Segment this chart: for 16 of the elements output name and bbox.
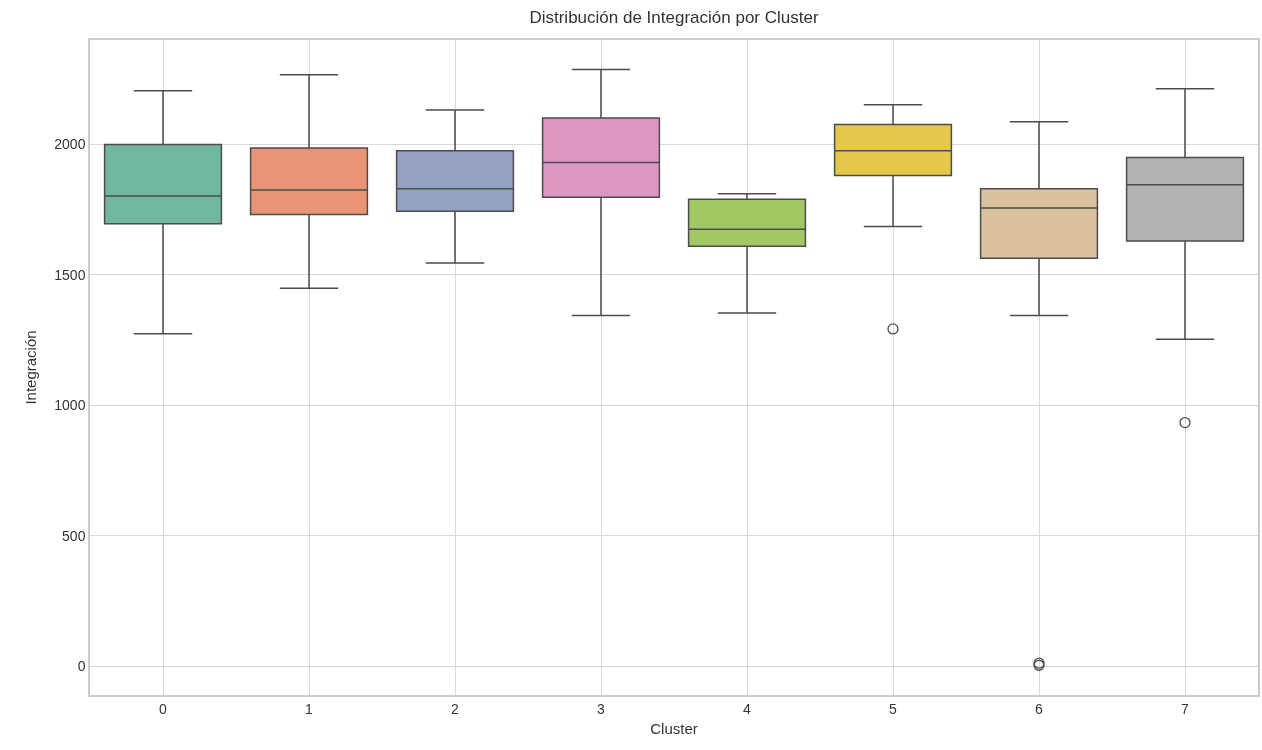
x-tick-label: 1 (305, 700, 314, 717)
x-tick-label: 6 (1035, 700, 1044, 717)
x-axis-title: Cluster (650, 720, 698, 738)
y-tick-label: 1500 (54, 266, 86, 283)
x-tick-label: 2 (451, 700, 460, 717)
x-tick-label: 4 (743, 700, 752, 717)
x-tick-label: 3 (597, 700, 606, 717)
y-tick-label: 2000 (54, 136, 86, 153)
x-tick-label: 0 (159, 700, 168, 717)
chart-title: Distribución de Integración por Cluster (529, 8, 819, 28)
x-tick-label: 5 (889, 700, 898, 717)
y-tick-label: 0 (77, 658, 86, 675)
y-axis-title: Integración (22, 330, 40, 405)
x-tick-label: 7 (1181, 700, 1190, 717)
y-tick-label: 500 (62, 527, 86, 544)
y-tick-label: 1000 (54, 397, 86, 414)
